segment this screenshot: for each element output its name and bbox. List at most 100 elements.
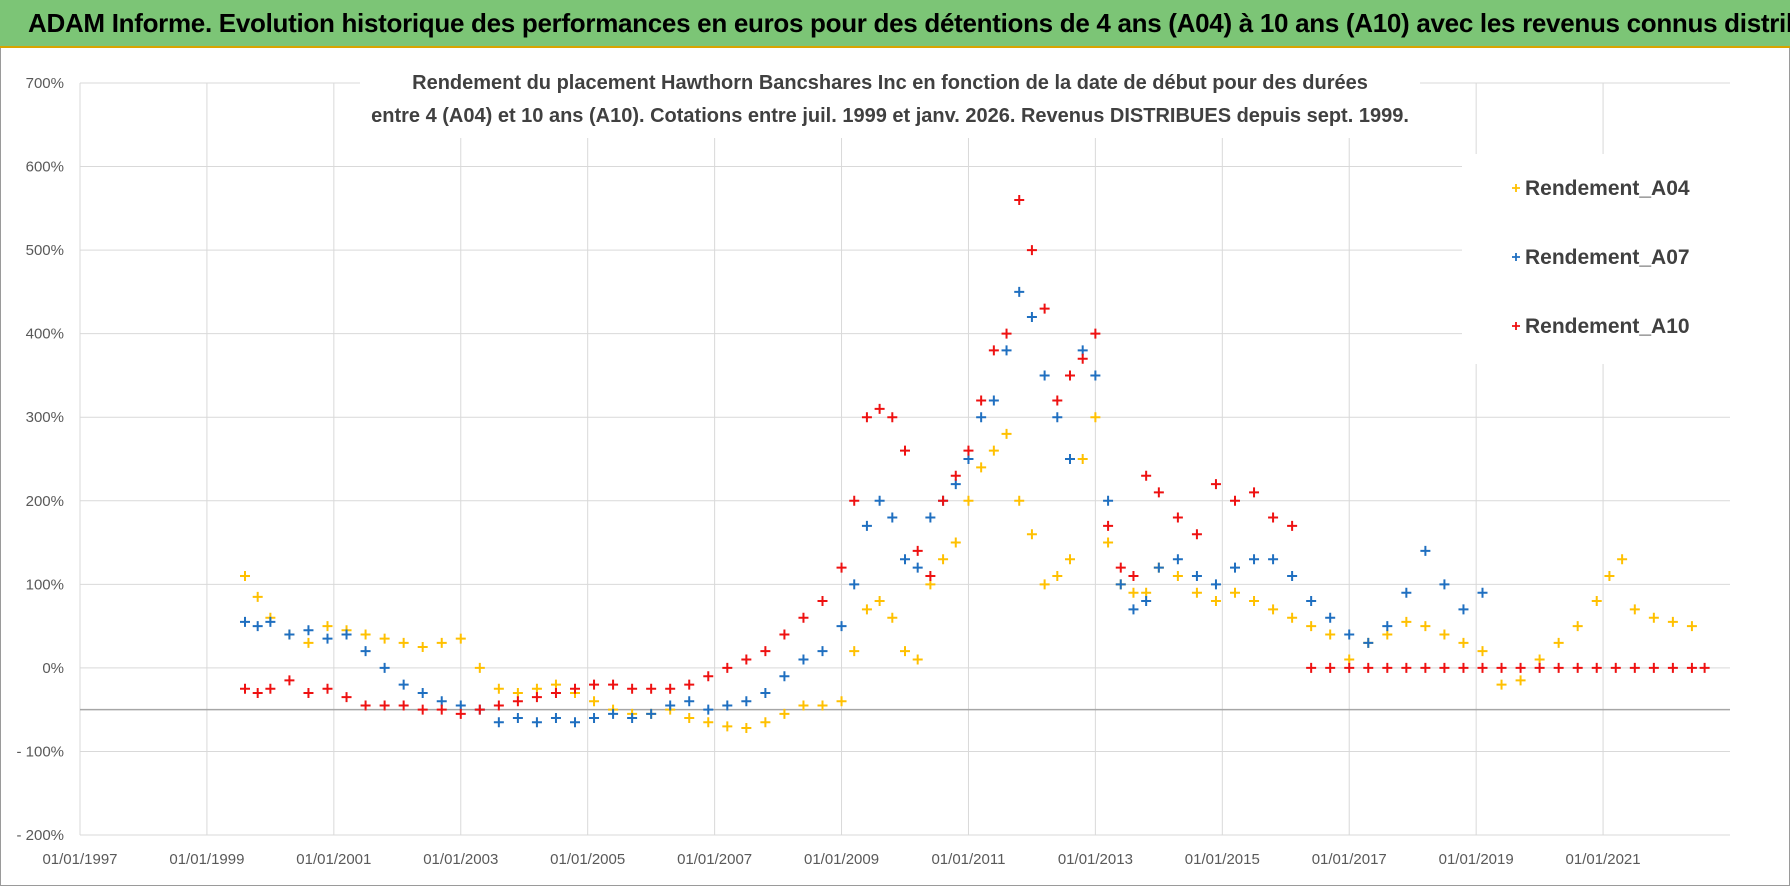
data-point [722, 721, 733, 732]
data-point [570, 717, 580, 728]
data-point [493, 717, 504, 728]
data-point [938, 554, 949, 565]
data-point [1128, 570, 1139, 581]
data-point [531, 717, 542, 728]
data-point [627, 713, 638, 724]
x-tick-label: 01/01/2013 [1058, 851, 1133, 868]
banner-title: ADAM Informe. Evolution historique des p… [28, 8, 1790, 38]
data-point [436, 696, 447, 707]
data-point [703, 717, 714, 728]
data-point [550, 713, 561, 724]
data-point [1629, 662, 1640, 673]
data-point [1420, 662, 1431, 673]
data-point [1534, 662, 1545, 673]
x-gridlines [79, 83, 1604, 835]
data-point [665, 700, 676, 711]
data-point [836, 562, 847, 573]
data-point [1052, 395, 1063, 406]
data-point [589, 679, 600, 690]
data-point [722, 700, 733, 711]
data-point [874, 403, 885, 414]
data-point [1026, 245, 1037, 256]
y-tick-label: 400% [26, 326, 64, 343]
x-tick-label: 01/01/2005 [550, 851, 625, 868]
x-tick-label: 01/01/1999 [169, 851, 244, 868]
legend-label: Rendement_A10 [1525, 315, 1690, 338]
data-point [912, 654, 923, 665]
data-point [284, 629, 295, 640]
data-point [1648, 662, 1659, 673]
x-tick-label: 01/01/2011 [931, 851, 1005, 868]
data-point [1344, 662, 1355, 673]
data-point [341, 629, 352, 640]
legend-label: Rendement_A04 [1525, 177, 1690, 200]
x-tick-label: 01/01/2001 [296, 851, 371, 868]
data-point [1268, 554, 1279, 565]
data-point [900, 445, 910, 456]
data-point [760, 646, 771, 657]
data-point [1001, 428, 1012, 439]
data-point [1210, 579, 1221, 590]
y-tick-label: 200% [26, 493, 64, 510]
data-point [1382, 662, 1393, 673]
data-point [1210, 596, 1221, 607]
data-point [512, 687, 523, 698]
data-point [1039, 579, 1050, 590]
data-point [861, 604, 872, 615]
data-point [1686, 662, 1697, 673]
data-point [531, 692, 542, 703]
data-point [1103, 495, 1114, 506]
y-tick-label: 100% [26, 576, 64, 593]
data-point [849, 646, 860, 657]
data-point [849, 495, 860, 506]
data-point [760, 687, 771, 698]
data-point [360, 646, 371, 657]
data-point [1128, 587, 1139, 598]
data-point [417, 704, 428, 715]
data-point [963, 445, 974, 456]
data-point [1591, 596, 1602, 607]
y-tick-label: 500% [26, 242, 64, 259]
series-Rendement_A04 [240, 412, 1697, 734]
data-point [1458, 637, 1469, 648]
data-point [684, 713, 695, 724]
x-tick-label: 01/01/2019 [1439, 851, 1514, 868]
data-point [436, 637, 447, 648]
x-tick-label: 01/01/2017 [1312, 851, 1387, 868]
data-point [1306, 662, 1317, 673]
data-point [436, 704, 447, 715]
data-point [779, 671, 790, 682]
data-point [1077, 345, 1088, 356]
data-point [303, 625, 314, 636]
y-tick-label: - 100% [16, 743, 64, 760]
y-tick-label: 700% [26, 75, 64, 92]
x-tick-label: 01/01/2007 [677, 851, 752, 868]
data-point [1014, 194, 1025, 205]
data-point [684, 679, 695, 690]
data-point [512, 696, 523, 707]
data-point [925, 512, 936, 523]
data-point [1026, 529, 1037, 540]
data-point [1141, 587, 1152, 598]
data-point [1515, 675, 1526, 686]
data-point [1039, 370, 1050, 381]
data-point [887, 612, 898, 623]
data-point [1287, 570, 1298, 581]
data-point [741, 696, 752, 707]
series-Rendement_A10 [240, 194, 1710, 719]
data-point [1420, 621, 1431, 632]
data-point [589, 696, 600, 707]
legend-marker [1512, 184, 1520, 192]
data-point [303, 637, 314, 648]
data-point [1090, 328, 1101, 339]
data-point [741, 723, 752, 734]
report-banner: ADAM Informe. Evolution historique des p… [0, 0, 1790, 48]
data-point [1128, 604, 1139, 615]
data-point [1496, 662, 1507, 673]
data-point [474, 704, 485, 715]
x-tick-label: 01/01/1997 [42, 851, 117, 868]
data-point [1553, 662, 1564, 673]
data-point [798, 654, 809, 665]
data-point [1090, 370, 1101, 381]
